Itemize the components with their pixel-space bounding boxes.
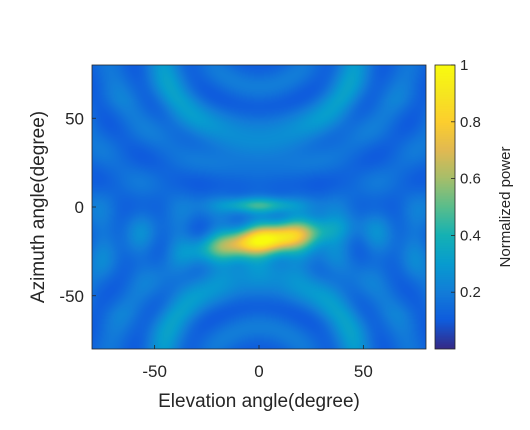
colorbar-tick-label: 0.6 bbox=[460, 171, 481, 188]
y-tick-label: -50 bbox=[59, 287, 84, 306]
x-axis-title: Elevation angle(degree) bbox=[158, 391, 360, 412]
colorbar-gradient bbox=[435, 65, 455, 349]
y-axis-ticks: 50 0 -50 bbox=[59, 109, 96, 306]
y-axis-title: Azimuth angle(degree) bbox=[28, 111, 49, 303]
colorbar-tick-label: 1 bbox=[460, 57, 468, 74]
plot-frame bbox=[91, 64, 427, 350]
x-tick-label: 50 bbox=[354, 362, 373, 381]
colorbar-title: Normalized power bbox=[497, 147, 514, 268]
colorbar-frame bbox=[434, 64, 456, 350]
colorbar-tick-label: 0.4 bbox=[460, 227, 481, 244]
colorbar-tick-label: 0.8 bbox=[460, 114, 481, 131]
y-tick-label: 50 bbox=[65, 109, 84, 128]
heatmap-image bbox=[92, 65, 426, 349]
colorbar-tick-label: 0.2 bbox=[460, 284, 481, 301]
colorbar-ticks: 0.2 0.4 0.6 0.8 1 bbox=[451, 57, 481, 301]
x-tick-label: 0 bbox=[254, 362, 263, 381]
y-tick-label: 0 bbox=[75, 198, 84, 217]
x-tick-label: -50 bbox=[142, 362, 167, 381]
x-axis-ticks: -50 0 50 bbox=[142, 345, 373, 381]
